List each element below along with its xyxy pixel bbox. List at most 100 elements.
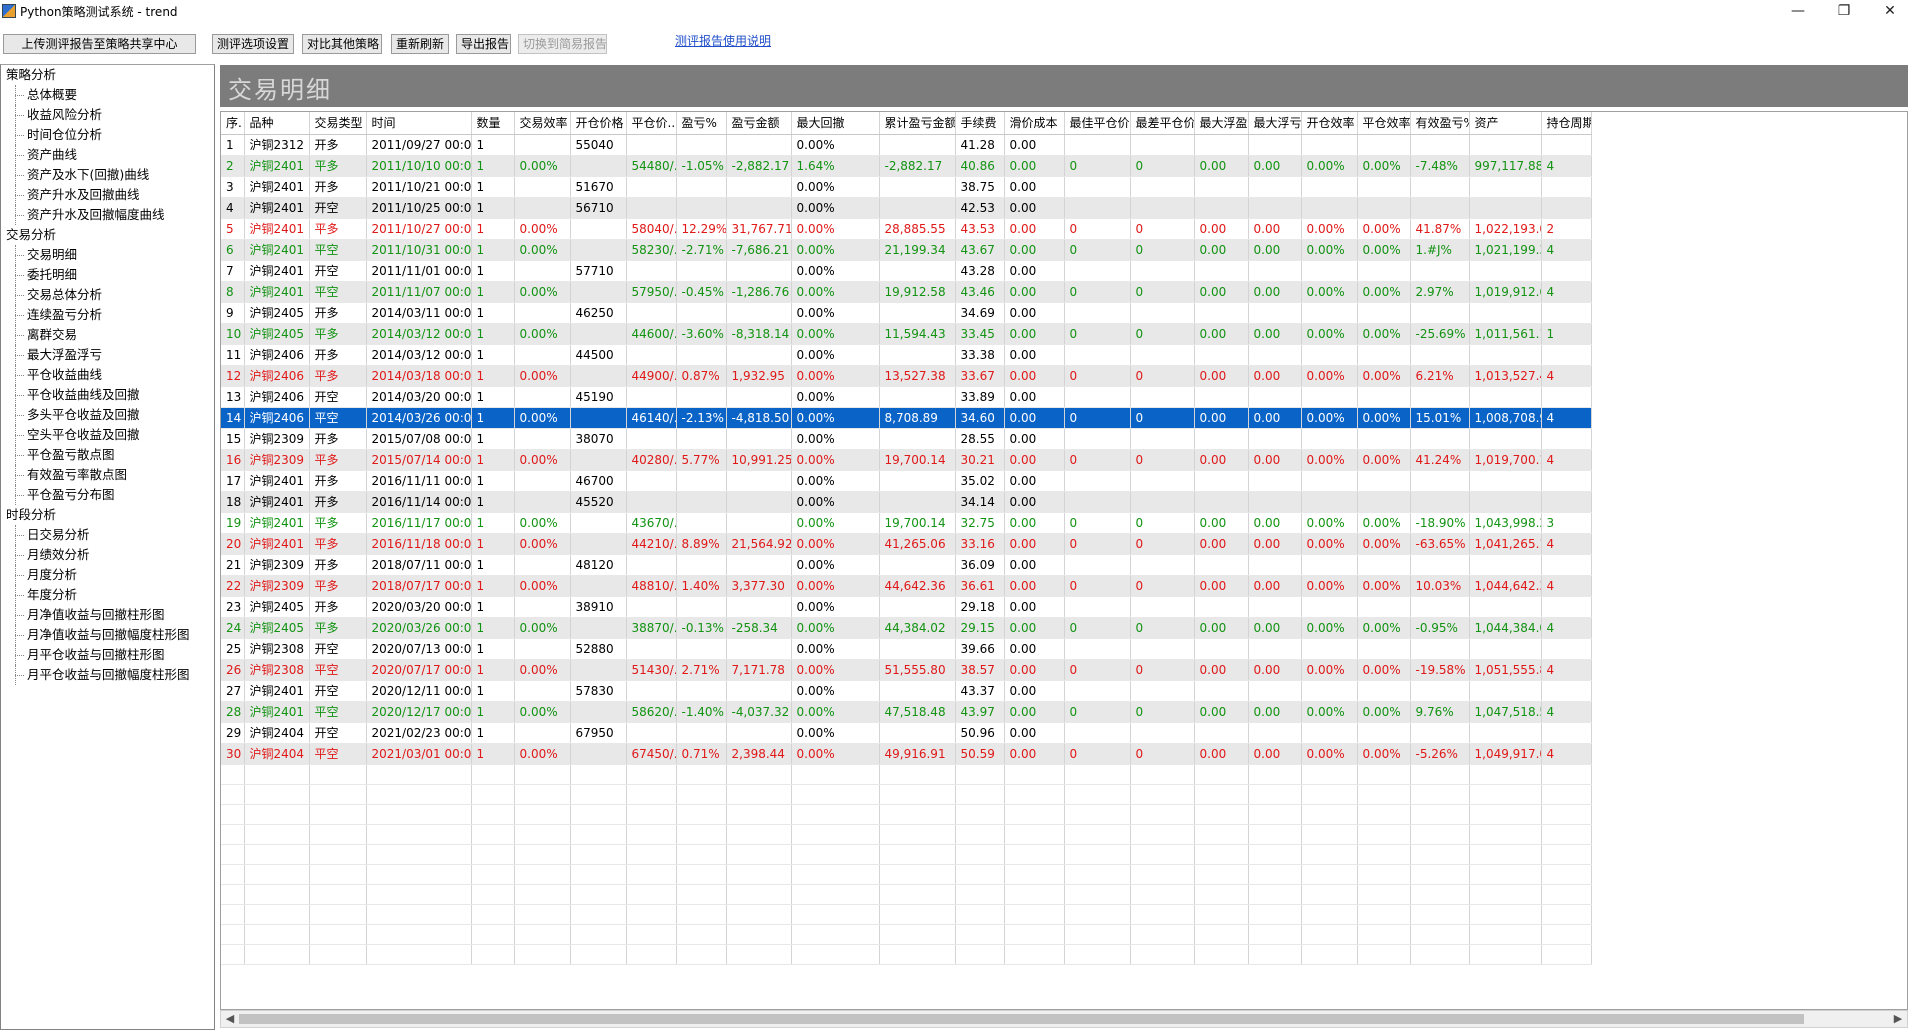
column-header[interactable]: 最大浮亏 bbox=[1248, 112, 1302, 135]
column-header[interactable]: 平仓价... bbox=[626, 112, 677, 135]
tree-item[interactable]: 空头平仓收益及回撤 bbox=[1, 425, 214, 445]
tree-item[interactable]: 交易总体分析 bbox=[1, 285, 214, 305]
column-header[interactable]: 交易类型 bbox=[309, 112, 367, 135]
column-header[interactable]: 数量 bbox=[471, 112, 515, 135]
tree-group[interactable]: 时段分析 bbox=[6, 507, 57, 522]
close-button[interactable]: ✕ bbox=[1884, 3, 1896, 19]
column-header[interactable]: 持仓周期 bbox=[1541, 112, 1592, 135]
column-header[interactable]: 盈亏% bbox=[676, 112, 727, 135]
column-header[interactable]: 有效盈亏% bbox=[1410, 112, 1470, 135]
column-header[interactable]: 品种 bbox=[244, 112, 310, 135]
switch-simple-report-button[interactable]: 切换到简易报告 bbox=[518, 34, 607, 54]
column-header[interactable]: 开仓价格 bbox=[570, 112, 627, 135]
report-help-link[interactable]: 测评报告使用说明 bbox=[675, 34, 772, 48]
tree-item[interactable]: 平仓收益曲线及回撤 bbox=[1, 385, 214, 405]
column-header[interactable]: 时间 bbox=[366, 112, 472, 135]
column-header[interactable]: 开仓效率 bbox=[1301, 112, 1358, 135]
tree-group[interactable]: 交易分析 bbox=[6, 227, 57, 242]
tree-item[interactable]: 时间仓位分析 bbox=[1, 125, 214, 145]
column-header[interactable]: 最佳平仓价 bbox=[1064, 112, 1131, 135]
horizontal-scrollbar[interactable]: ◀ ▶ bbox=[220, 1010, 1908, 1028]
scroll-left-arrow-icon[interactable]: ◀ bbox=[225, 1012, 235, 1025]
table-cell bbox=[676, 722, 727, 744]
tree-item[interactable]: 委托明细 bbox=[1, 265, 214, 285]
tree-item[interactable]: 日交易分析 bbox=[1, 525, 214, 545]
tree-group[interactable]: 策略分析 bbox=[6, 67, 57, 82]
evaluation-settings-button[interactable]: 测评选项设置 bbox=[212, 34, 294, 54]
tree-item[interactable]: 收益风险分析 bbox=[1, 105, 214, 125]
tree-item[interactable]: 连续盈亏分析 bbox=[1, 305, 214, 325]
tree-item[interactable]: 总体概要 bbox=[1, 85, 214, 105]
tree-item[interactable]: 资产升水及回撤幅度曲线 bbox=[1, 205, 214, 225]
tree-item[interactable]: 多头平仓收益及回撤 bbox=[1, 405, 214, 425]
tree-item[interactable]: 平仓盈亏分布图 bbox=[1, 485, 214, 505]
tree-item[interactable]: 平仓盈亏散点图 bbox=[1, 445, 214, 465]
tree-item[interactable]: 离群交易 bbox=[1, 325, 214, 345]
tree-item[interactable]: 月平仓收益与回撤幅度柱形图 bbox=[1, 665, 214, 685]
tree-item[interactable]: 月净值收益与回撤幅度柱形图 bbox=[1, 625, 214, 645]
column-header[interactable]: 盈亏金额 bbox=[726, 112, 792, 135]
column-header[interactable]: 交易效率 bbox=[514, 112, 571, 135]
refresh-button[interactable]: 重新刷新 bbox=[391, 34, 449, 54]
column-header[interactable]: 累计盈亏金额 bbox=[879, 112, 956, 135]
column-header[interactable]: 手续费 bbox=[955, 112, 1005, 135]
tree-item[interactable]: 月度分析 bbox=[1, 565, 214, 585]
maximize-button[interactable]: ❐ bbox=[1837, 3, 1851, 19]
tree-item[interactable]: 年度分析 bbox=[1, 585, 214, 605]
tree-item[interactable]: 有效盈亏率散点图 bbox=[1, 465, 214, 485]
column-header[interactable]: 最大浮盈 bbox=[1194, 112, 1249, 135]
tree-item[interactable]: 最大浮盈浮亏 bbox=[1, 345, 214, 365]
scroll-right-arrow-icon[interactable]: ▶ bbox=[1893, 1012, 1903, 1025]
column-header[interactable]: 最差平仓价 bbox=[1130, 112, 1195, 135]
column-header[interactable]: 平仓效率 bbox=[1357, 112, 1411, 135]
minimize-button[interactable]: — bbox=[1791, 3, 1805, 19]
column-header[interactable]: 资产 bbox=[1469, 112, 1542, 135]
tree-item[interactable]: 资产及水下(回撤)曲线 bbox=[1, 165, 214, 185]
column-header[interactable]: 最大回撤 bbox=[791, 112, 880, 135]
tree-item[interactable]: 平仓收益曲线 bbox=[1, 365, 214, 385]
scrollbar-thumb[interactable] bbox=[239, 1014, 1804, 1024]
export-report-button[interactable]: 导出报告 bbox=[456, 34, 511, 54]
tree-item[interactable]: 月绩效分析 bbox=[1, 545, 214, 565]
column-header[interactable]: 滑价成本 bbox=[1004, 112, 1065, 135]
compare-strategy-button[interactable]: 对比其他策略 bbox=[302, 34, 382, 54]
upload-report-button[interactable]: 上传测评报告至策略共享中心 bbox=[3, 34, 196, 54]
tree-item[interactable]: 月平仓收益与回撤柱形图 bbox=[1, 645, 214, 665]
tree-item[interactable]: 资产曲线 bbox=[1, 145, 214, 165]
column-header[interactable]: 序. bbox=[221, 112, 245, 135]
tree-item[interactable]: 月净值收益与回撤柱形图 bbox=[1, 605, 214, 625]
tree-item[interactable]: 资产升水及回撤曲线 bbox=[1, 185, 214, 205]
tree-item[interactable]: 交易明细 bbox=[1, 245, 214, 265]
table-cell: 0.00% bbox=[791, 533, 880, 555]
